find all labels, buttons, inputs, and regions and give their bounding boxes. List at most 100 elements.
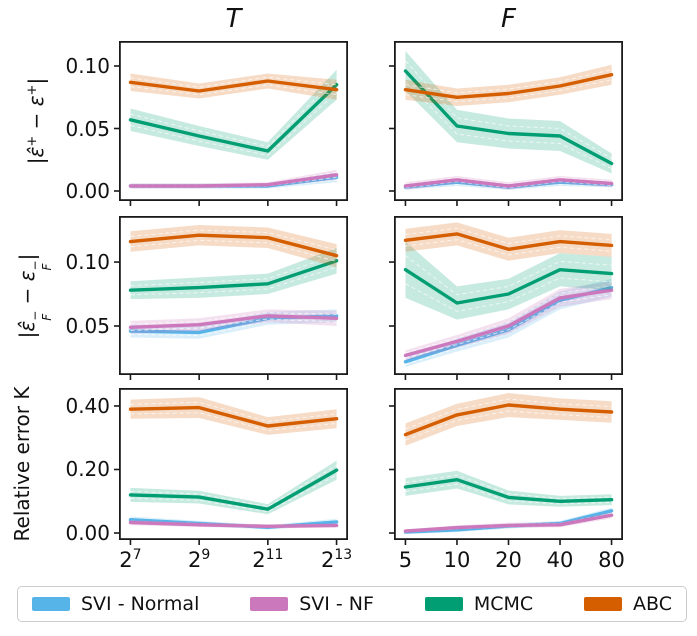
x-tick-label: 40: [546, 548, 574, 572]
column-title: F: [501, 4, 516, 34]
band-mcmc: [130, 248, 337, 300]
svi-normal-swatch-icon: [32, 597, 70, 611]
y-axis-label-sup: +: [24, 135, 40, 147]
x-tick-base: 2: [320, 548, 335, 572]
x-tick-label: 20: [495, 548, 522, 572]
band-edge-svi_normal: [130, 179, 337, 188]
line-mcmc: [128, 83, 339, 153]
axes-frame: [393, 215, 623, 375]
subplot-err-minus-F: [389, 215, 623, 380]
x-tick-label: 29: [169, 547, 229, 575]
band-edge-mcmc: [130, 464, 337, 508]
y-axis-label-text: |ε̂: [24, 146, 48, 165]
y-axis-label-text: |: [15, 253, 40, 260]
mcmc-swatch-icon: [424, 597, 463, 611]
line-svi_nf: [403, 288, 614, 358]
band-edge-mcmc: [405, 80, 612, 169]
x-tick-exponent: 13: [334, 547, 353, 563]
y-tick-label: 0.10: [65, 54, 110, 78]
axes-frame: [118, 215, 348, 375]
x-tick-label: 80: [598, 548, 625, 572]
legend: SVI - Normal SVI - NF MCMC ABC: [17, 586, 687, 622]
line-svi_nf: [403, 513, 614, 533]
y-tick-label: 0.40: [65, 393, 110, 418]
line-svi_nf: [128, 173, 339, 188]
axes-frame: [393, 387, 623, 540]
line-mcmc: [128, 468, 339, 511]
band-edge-mcmc: [405, 277, 612, 312]
line-abc: [128, 79, 339, 93]
x-tick-exponent: 7: [132, 547, 142, 563]
subplot-rel-err-K-F: [389, 387, 623, 545]
y-tick-label: 0.10: [65, 250, 110, 275]
band-edge-mcmc: [130, 76, 337, 148]
subplot-err-minus-T: [114, 215, 348, 380]
line-abc: [128, 405, 339, 428]
band-edge-abc: [405, 227, 612, 245]
band-edge-svi_nf: [405, 294, 612, 359]
legend-label: ABC: [633, 593, 672, 615]
band-edge-mcmc: [405, 483, 612, 505]
y-axis-label-text: Relative error K: [10, 386, 34, 542]
y-axis-label-text: |ε̂: [15, 320, 40, 338]
subplot-err-plus-F: [389, 40, 623, 206]
x-tick-base: 2: [187, 548, 202, 572]
line-svi_nf: [128, 314, 339, 330]
band-edge-svi_normal: [405, 291, 612, 365]
band-abc: [405, 393, 612, 446]
x-tick-base: 2: [119, 548, 133, 572]
legend-label: SVI - Normal: [81, 593, 200, 615]
line-mcmc: [403, 477, 614, 504]
band-edge-mcmc: [405, 474, 612, 500]
x-tick-base: 2: [252, 548, 266, 572]
x-tick-label: 10: [443, 548, 471, 572]
subplot-err-plus-T: [114, 40, 348, 206]
x-tick-label: 213: [307, 547, 367, 575]
line-mcmc: [128, 259, 339, 292]
band-edge-abc: [405, 239, 612, 256]
legend-label: SVI - NF: [299, 593, 374, 615]
band-edge-svi_nf: [130, 176, 337, 188]
y-axis-label-text: |: [24, 77, 48, 85]
y-tick-label: 0.00: [65, 521, 110, 545]
x-tick-label: 27: [100, 547, 160, 575]
band-edge-abc: [405, 410, 612, 441]
line-abc: [403, 73, 614, 99]
band-mcmc: [405, 51, 612, 174]
column-title: T: [225, 4, 242, 34]
band-edge-abc: [405, 398, 612, 430]
legend-label: MCMC: [473, 593, 534, 615]
subplot-rel-err-K-T: [114, 387, 348, 545]
sup-part: −: [27, 259, 42, 270]
band-edge-svi_nf: [405, 285, 612, 354]
x-tick-label: 211: [238, 547, 298, 575]
axes-frame: [118, 40, 348, 201]
x-tick-label: 5: [398, 548, 413, 572]
line-mcmc: [403, 69, 614, 166]
line-svi_nf: [128, 520, 339, 529]
svi-nf-swatch-icon: [250, 597, 289, 611]
y-axis-label-text: − ε: [15, 269, 40, 311]
sup-part: −: [27, 310, 42, 321]
legend-entry-mcmc: MCMC: [424, 593, 534, 615]
y-tick-label: 0.05: [65, 314, 110, 338]
legend-entry-abc: ABC: [584, 593, 672, 615]
band-abc: [405, 64, 612, 106]
y-axis-label: Relative error K: [10, 387, 34, 542]
band-edge-mcmc: [405, 60, 612, 159]
axes-frame: [393, 40, 623, 201]
x-tick-exponent: 11: [265, 547, 284, 563]
legend-entry-svi-normal: SVI - Normal: [32, 593, 199, 615]
y-tick-label: 0.20: [65, 457, 110, 482]
y-tick-label: 0.00: [65, 179, 110, 203]
abc-swatch-icon: [584, 597, 622, 611]
x-tick-exponent: 9: [201, 547, 211, 563]
band-abc: [405, 222, 612, 261]
legend-entry-svi-nf: SVI - NF: [250, 593, 374, 615]
axes-frame: [118, 387, 348, 540]
line-abc: [128, 233, 339, 258]
line-svi_nf: [403, 178, 614, 188]
y-tick-label: 0.05: [65, 116, 110, 141]
line-mcmc: [403, 268, 614, 305]
